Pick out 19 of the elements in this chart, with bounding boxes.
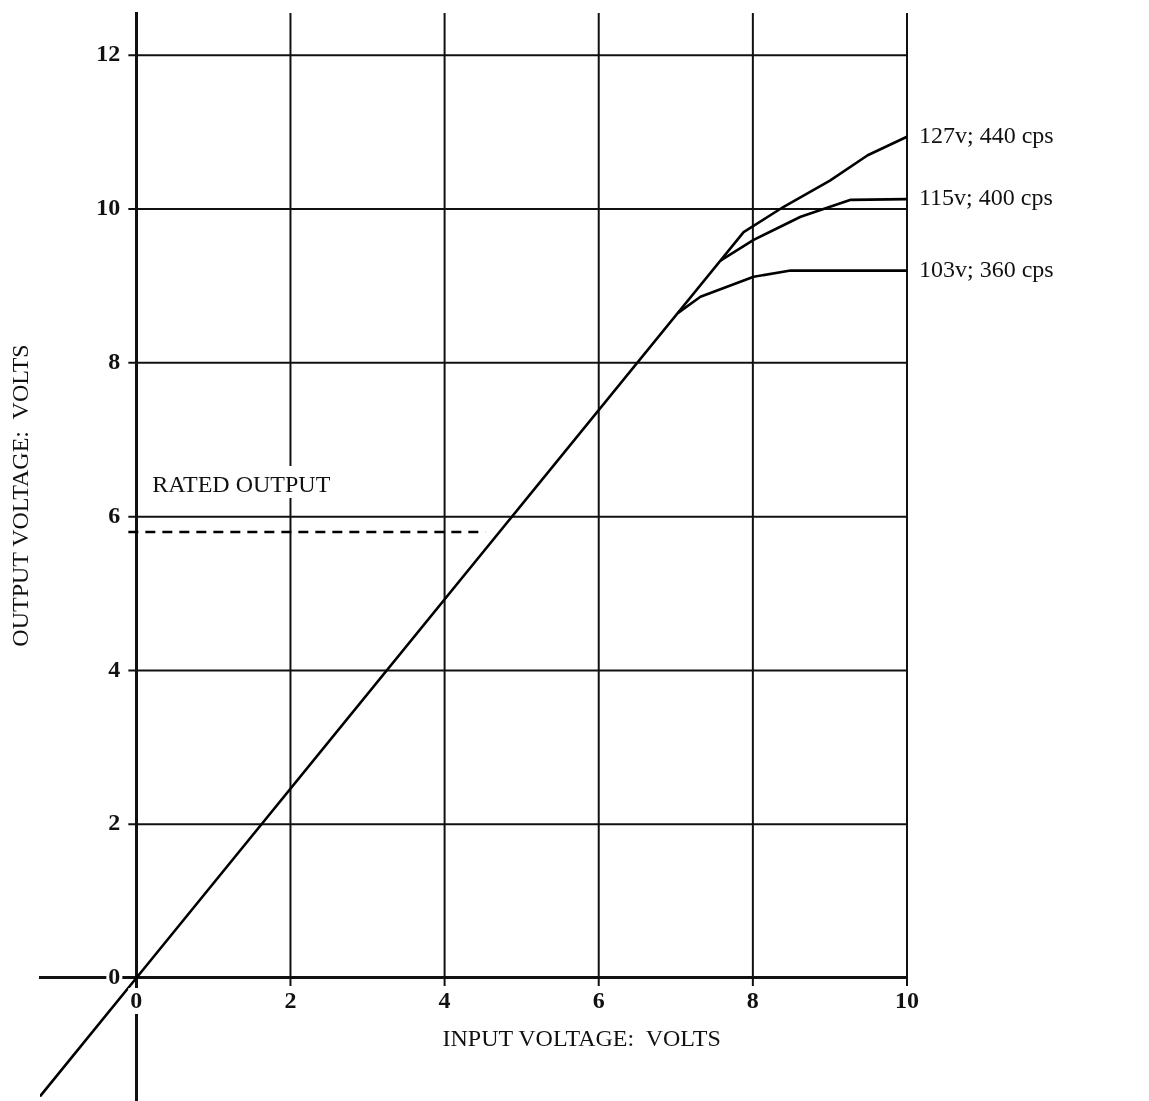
y-axis-title: OUTPUT VOLTAGE: VOLTS	[7, 344, 34, 647]
x-tick-label: 4	[438, 987, 451, 1014]
series-label: 127v; 440 cps	[919, 122, 1054, 149]
y-tick-label: 8	[108, 348, 121, 375]
y-tick-label: 10	[96, 194, 121, 221]
y-tick-label: 2	[108, 809, 121, 836]
y-tick-label: 4	[108, 655, 121, 682]
x-tick-label: 10	[895, 987, 919, 1014]
x-tick-label: 2	[284, 987, 297, 1014]
series-label: 103v; 360 cps	[919, 255, 1054, 282]
x-tick-label: 6	[592, 987, 605, 1014]
y-tick-label: 0	[108, 963, 121, 990]
x-tick-label: 8	[746, 987, 759, 1014]
y-tick-label: 12	[96, 40, 121, 67]
x-tick-label: 0	[130, 987, 143, 1014]
y-tick-label: 6	[108, 501, 121, 528]
x-axis-title: INPUT VOLTAGE: VOLTS	[442, 1025, 721, 1052]
ref-line-label: RATED OUTPUT	[152, 471, 331, 498]
series-label: 115v; 400 cps	[919, 184, 1053, 211]
